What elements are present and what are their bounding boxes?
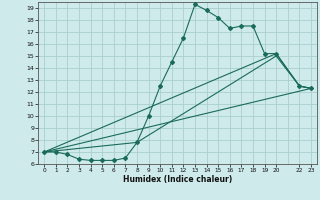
X-axis label: Humidex (Indice chaleur): Humidex (Indice chaleur) (123, 175, 232, 184)
